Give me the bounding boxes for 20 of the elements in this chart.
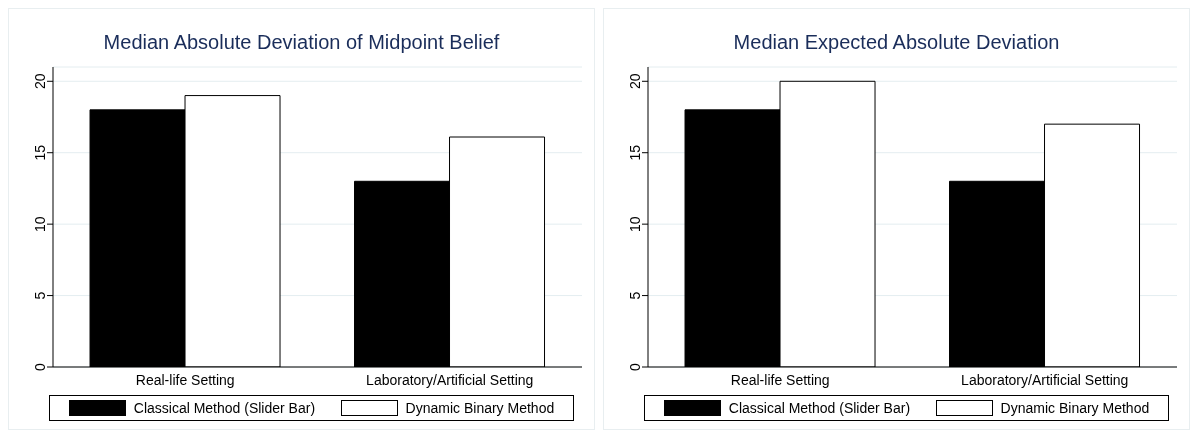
y-tick-label: 15 — [627, 144, 643, 161]
y-tick-label: 20 — [32, 73, 48, 90]
y-tick-label: 0 — [627, 362, 643, 371]
x-tick-label: Real-life Setting — [135, 371, 235, 388]
y-tick-label: 5 — [32, 291, 48, 300]
chart-title: Median Absolute Deviation of Midpoint Belief — [102, 31, 501, 55]
legend-label: Dynamic Binary Method — [1000, 400, 1150, 416]
legend-label: Classical Method (Slider Bar) — [133, 400, 316, 416]
x-tick-label: Real-life Setting — [730, 371, 830, 388]
x-tick-label: Laboratory/Artificial Setting — [366, 371, 534, 388]
legend-label: Classical Method (Slider Bar) — [728, 400, 911, 416]
y-tick-label: 10 — [627, 216, 643, 232]
chart-title: Median Expected Absolute Deviation — [732, 31, 1061, 55]
legend-label: Dynamic Binary Method — [405, 400, 555, 416]
y-tick-label: 15 — [32, 144, 48, 161]
y-tick-label: 20 — [627, 73, 643, 90]
x-tick-label: Laboratory/Artificial Setting — [961, 371, 1129, 388]
y-tick-label: 0 — [32, 362, 48, 371]
y-tick-label: 10 — [32, 216, 48, 232]
y-tick-label: 5 — [627, 291, 643, 300]
